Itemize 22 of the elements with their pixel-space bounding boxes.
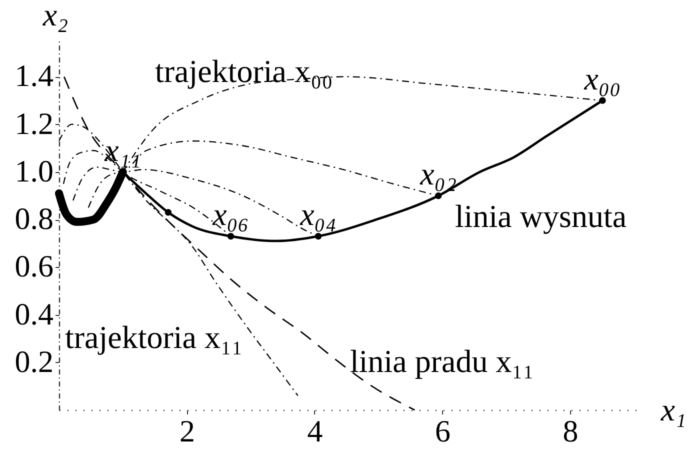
annotation: x₀₆ bbox=[212, 196, 250, 232]
y-tick-label: 0.6 bbox=[14, 248, 54, 284]
x-axis-title: x₁ bbox=[660, 392, 686, 428]
y-tick-label: 0.8 bbox=[14, 201, 54, 236]
y-tick-label: 1.0 bbox=[14, 153, 54, 188]
x-tick-label: 2 bbox=[179, 414, 195, 448]
x-tick-label: 4 bbox=[307, 414, 324, 448]
annotation: x₀₂ bbox=[419, 156, 457, 192]
series-label: linia wysnuta bbox=[455, 198, 627, 234]
y-tick-label: 1.2 bbox=[14, 106, 54, 141]
annotation: x₀₀ bbox=[583, 60, 621, 97]
series-label: trajektoria x₀₀ bbox=[155, 53, 333, 89]
series-label: trajektoria x₁₁ bbox=[65, 319, 243, 355]
y-tick-label: 0.4 bbox=[14, 296, 54, 332]
y-tick-label: 0.2 bbox=[14, 344, 54, 379]
x-tick-label: 6 bbox=[434, 414, 450, 448]
series-label: linia pradu x₁₁ bbox=[350, 343, 534, 379]
annotation: x₀₄ bbox=[299, 196, 337, 232]
y-axis-title: x₂ bbox=[42, 0, 68, 32]
annotation: x₁₁ bbox=[104, 132, 142, 168]
x-tick-label: 8 bbox=[562, 414, 578, 448]
y-tick-label: 1.4 bbox=[14, 58, 54, 94]
